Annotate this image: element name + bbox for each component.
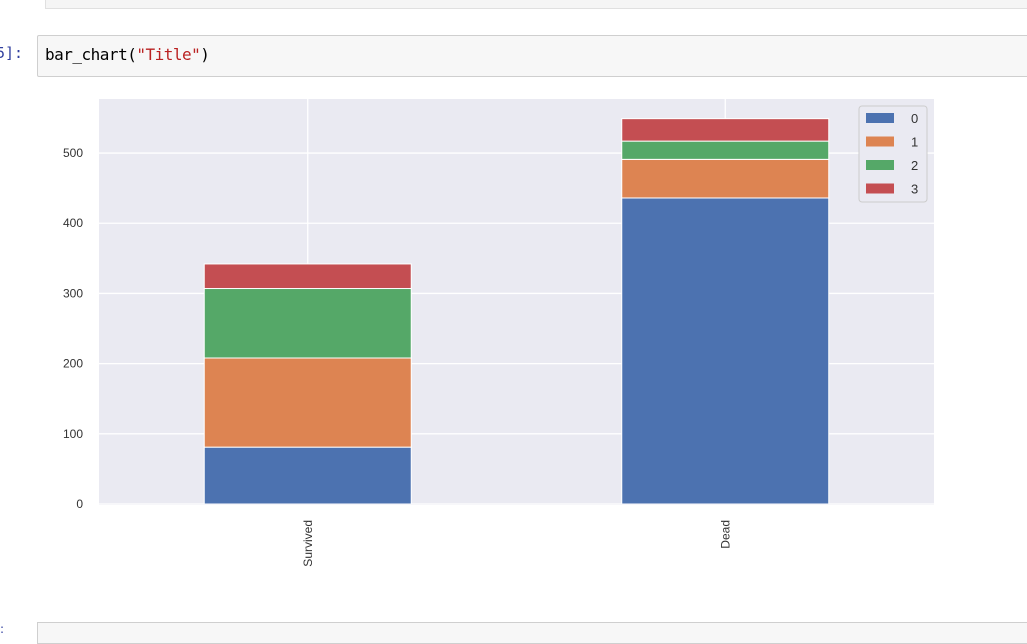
- legend-swatch: [866, 183, 894, 194]
- y-tick-label: 500: [63, 146, 83, 160]
- code-cell-input[interactable]: bar_chart("Title"): [37, 35, 1027, 77]
- next-cell[interactable]: [37, 622, 1027, 644]
- legend-swatch: [866, 160, 894, 170]
- bar-segment-dead-3: [621, 118, 830, 142]
- legend-swatch: [866, 136, 894, 147]
- bar-segment-survived-1: [203, 357, 412, 448]
- cell-prompt: 5]:: [0, 44, 24, 62]
- y-tick-label: 0: [76, 497, 83, 511]
- next-cell-prompt: :: [0, 622, 5, 636]
- legend-swatch: [866, 113, 894, 123]
- legend-label: 1: [911, 135, 918, 150]
- legend-label: 0: [911, 111, 918, 126]
- bar-segment-survived-3: [203, 263, 412, 290]
- bar-segment-dead-2: [621, 140, 830, 160]
- y-tick-label: 400: [63, 216, 83, 230]
- x-tick-label: Survived: [301, 520, 315, 567]
- bar-segment-dead-1: [621, 158, 830, 199]
- legend-label: 2: [911, 158, 918, 173]
- y-tick-label: 300: [63, 286, 83, 300]
- bar-segment-survived-0: [203, 446, 412, 505]
- legend-box: [858, 105, 928, 203]
- y-tick-label: 100: [63, 427, 83, 441]
- legend: 0 1 2 3: [858, 105, 928, 203]
- bar-segment-survived-2: [203, 288, 412, 359]
- bar-segment-dead-0: [621, 197, 830, 505]
- previous-cell[interactable]: [45, 0, 1027, 9]
- x-tick-label: Dead: [718, 520, 732, 549]
- legend-label: 3: [911, 182, 918, 197]
- y-tick-label: 200: [63, 357, 83, 371]
- code-text: bar_chart("Title"): [45, 45, 210, 64]
